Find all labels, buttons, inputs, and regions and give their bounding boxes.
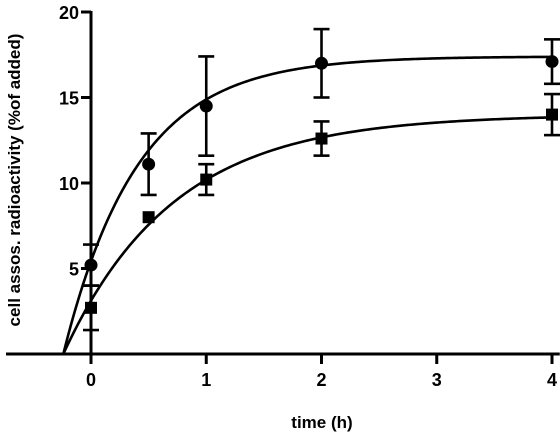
circle-point [199,99,213,113]
fit-curve-1 [62,55,553,355]
fit-curve-2 [62,116,553,355]
fit-curves [62,55,553,355]
error-bars [83,27,560,332]
circle-point [545,55,559,69]
y-tick-label: 10 [59,174,79,194]
x-tick-label: 4 [547,370,557,390]
circle-point [84,258,98,272]
square-point [200,173,213,186]
x-tick-label: 2 [316,370,326,390]
y-axis-label: cell assos. radioactivity (%of added) [5,34,24,327]
circle-point [142,157,156,171]
x-tick-label: 0 [86,370,96,390]
y-tick-label: 5 [69,260,79,280]
data-points [84,55,559,314]
square-point [315,132,328,145]
circle-point [315,56,328,70]
square-point [546,108,558,121]
tick-labels: 0 1 2 3 4 5 10 15 20 [59,3,557,390]
square-point [142,211,155,224]
square-point [85,301,97,314]
x-tick-label: 1 [201,370,211,390]
x-axis-label: time (h) [291,413,352,432]
x-tick-label: 3 [432,370,442,390]
y-tick-label: 20 [59,3,79,23]
y-tick-label: 15 [59,89,79,109]
